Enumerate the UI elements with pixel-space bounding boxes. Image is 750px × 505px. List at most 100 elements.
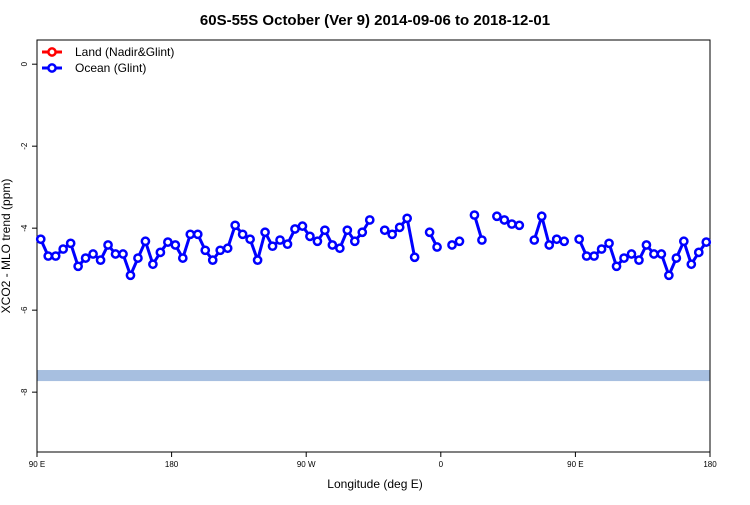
data-point [65,238,76,249]
data-point [649,249,659,259]
data-point [514,220,525,231]
data-point [641,240,652,250]
y-tick-label: -8 [20,388,29,396]
data-point [693,247,704,258]
legend-label: Ocean (Glint) [75,61,146,75]
data-point [185,229,196,240]
legend-marker [47,47,57,57]
data-point [678,236,689,247]
data-point [447,240,457,250]
plot-frame [36,39,711,453]
data-point [305,231,315,242]
data-point [342,225,353,236]
data-point [589,251,599,261]
data-point [88,249,98,259]
data-point [686,259,697,270]
x-tick-label: 90 E [29,460,45,469]
data-point [499,215,510,225]
data-point [604,238,614,249]
data-point [73,261,83,272]
x-tick-label: 90 W [297,460,316,469]
x-axis-label: Longitude (deg E) [327,477,422,491]
legend-label: Land (Nadir&Glint) [75,45,174,59]
data-point [664,270,674,281]
data-point [349,236,360,247]
data-point [215,245,226,256]
data-point [551,234,562,245]
data-point [148,259,158,270]
reference-band [37,370,710,382]
data-point [35,234,46,245]
data-point [424,227,435,238]
y-axis-label: XCO2 - MLO trend (ppm) [0,179,13,314]
data-point [282,239,293,250]
data-point [409,252,420,263]
x-tick-label: 180 [703,460,717,469]
data-point [297,221,308,231]
data-point [619,253,629,263]
data-point [529,235,540,245]
data-point [387,229,398,240]
data-point [379,225,390,236]
data-point [701,237,712,247]
legend-marker [47,63,57,73]
data-point [492,211,502,222]
data-point [118,249,128,259]
data-point [364,215,375,225]
data-point [50,251,61,261]
data-point [163,237,173,247]
data-point [581,251,592,261]
data-point [125,270,136,281]
data-point [140,236,151,247]
data-point [290,224,300,234]
data-point [222,243,233,254]
data-point [245,234,255,245]
y-tick-label: 0 [20,61,29,66]
y-tick-label: -2 [20,142,29,150]
data-point [596,244,607,254]
x-tick-label: 180 [165,460,179,469]
data-point [103,240,113,250]
y-tick-label: -4 [20,224,29,232]
data-point [230,220,241,231]
data-point [192,229,203,240]
data-point [95,255,106,265]
data-point [536,211,547,222]
y-tick-label: -6 [20,306,29,314]
data-point [544,240,555,250]
data-point [200,245,211,256]
data-point [469,210,480,220]
data-point [506,219,517,229]
data-point [80,253,91,263]
x-tick-label: 90 E [567,460,583,469]
data-point [133,253,143,263]
data-point [252,255,263,265]
data-point [626,249,637,259]
data-point [58,244,69,254]
data-point [611,261,622,272]
data-point [477,235,487,245]
data-point [320,225,330,236]
data-point [394,222,405,233]
data-point [170,240,181,250]
data-point [177,253,188,263]
data-point [312,236,323,247]
data-point [260,227,270,238]
data-point [155,247,166,258]
data-point [574,234,584,245]
data-point [110,249,121,259]
data-point [656,249,667,259]
data-point [267,241,278,252]
chart-title: 60S-55S October (Ver 9) 2014-09-06 to 20… [200,12,550,29]
data-point [559,236,570,247]
data-point [402,213,412,224]
data-point [671,253,682,263]
data-point [357,227,368,238]
data-point [335,243,345,254]
data-point [454,236,465,247]
x-tick-label: 0 [439,460,444,469]
data-point [43,251,54,261]
data-point [237,229,248,240]
data-point [207,255,218,265]
